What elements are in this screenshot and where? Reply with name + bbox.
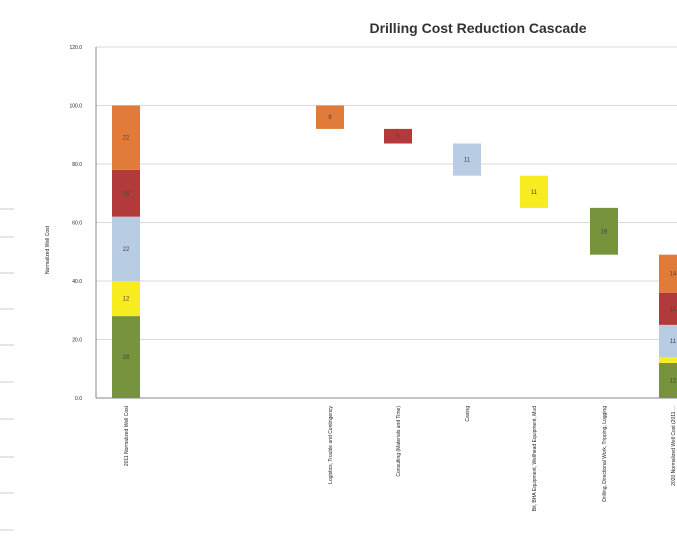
bar-segment-green — [112, 316, 140, 398]
x-category-label: Bit, BHA Equipment, Wellhead Equipment, … — [532, 406, 538, 511]
x-category-label: 2011 Normalized Well Cost — [124, 405, 130, 466]
bar-segment-orange — [316, 105, 344, 129]
bar-segment-light_blue — [453, 143, 481, 176]
bar-segment-yellow — [659, 357, 677, 363]
data-label: 11 — [464, 158, 471, 164]
y-tick-label: 20.0 — [72, 338, 82, 344]
x-category-label: Consulting (Materials and Time) — [396, 406, 402, 477]
data-label: 12 — [670, 378, 677, 384]
chart-title: Drilling Cost Reduction Cascade — [369, 20, 586, 36]
bars-layer: 28 12 22 16 22 8 5 11 11 16 12 11 11 14 — [112, 105, 677, 398]
bar-segment-dark_red — [659, 292, 677, 325]
data-label: 8 — [328, 115, 332, 121]
y-tick-label: 0.0 — [75, 396, 82, 402]
data-label: 16 — [123, 191, 130, 197]
data-label: 11 — [531, 190, 538, 196]
y-tick-label: 100.0 — [69, 104, 82, 110]
category-labels: 2011 Normalized Well Cost Logistics, Trou… — [124, 405, 677, 511]
bar-segment-yellow — [520, 175, 548, 208]
data-label: 14 — [670, 272, 677, 278]
data-label: 22 — [123, 136, 130, 142]
gridlines — [96, 46, 677, 340]
y-axis-label: Normalized Well Cost — [45, 225, 51, 274]
left-edge-rules — [0, 208, 14, 531]
bar-segment-dark_red — [384, 128, 412, 144]
x-category-label: 2020 Normalized Well Cost (2011 ... — [671, 406, 677, 486]
data-label: 5 — [396, 134, 400, 140]
data-label: 11 — [670, 307, 677, 313]
data-label: 22 — [123, 247, 130, 253]
y-tick-label: 80.0 — [72, 162, 82, 168]
x-category-label: Casing — [465, 406, 471, 422]
x-category-label: Logistics, Trouble and Contingency — [328, 406, 334, 484]
bar-segment-green — [590, 207, 618, 255]
y-tick-labels: 0.0 20.0 40.0 60.0 80.0 100.0 120.0 — [69, 45, 82, 402]
data-label: 16 — [601, 229, 608, 235]
bar-segment-green — [659, 362, 677, 398]
y-tick-label: 120.0 — [69, 45, 82, 51]
bar-segment-orange — [659, 254, 677, 293]
data-label: 28 — [123, 355, 130, 361]
bar-segment-light_blue — [659, 324, 677, 358]
x-category-label: Drilling, Directional Work, Tripping, Lo… — [602, 406, 608, 502]
y-tick-label: 60.0 — [72, 221, 82, 227]
bar-segment-light_blue — [112, 216, 140, 281]
data-label: 11 — [670, 339, 677, 345]
data-label: 12 — [123, 297, 130, 303]
y-tick-label: 40.0 — [72, 279, 82, 285]
bar-segment-orange — [112, 105, 140, 170]
bar-segment-dark_red — [112, 169, 140, 217]
bar-segment-yellow — [112, 281, 140, 317]
